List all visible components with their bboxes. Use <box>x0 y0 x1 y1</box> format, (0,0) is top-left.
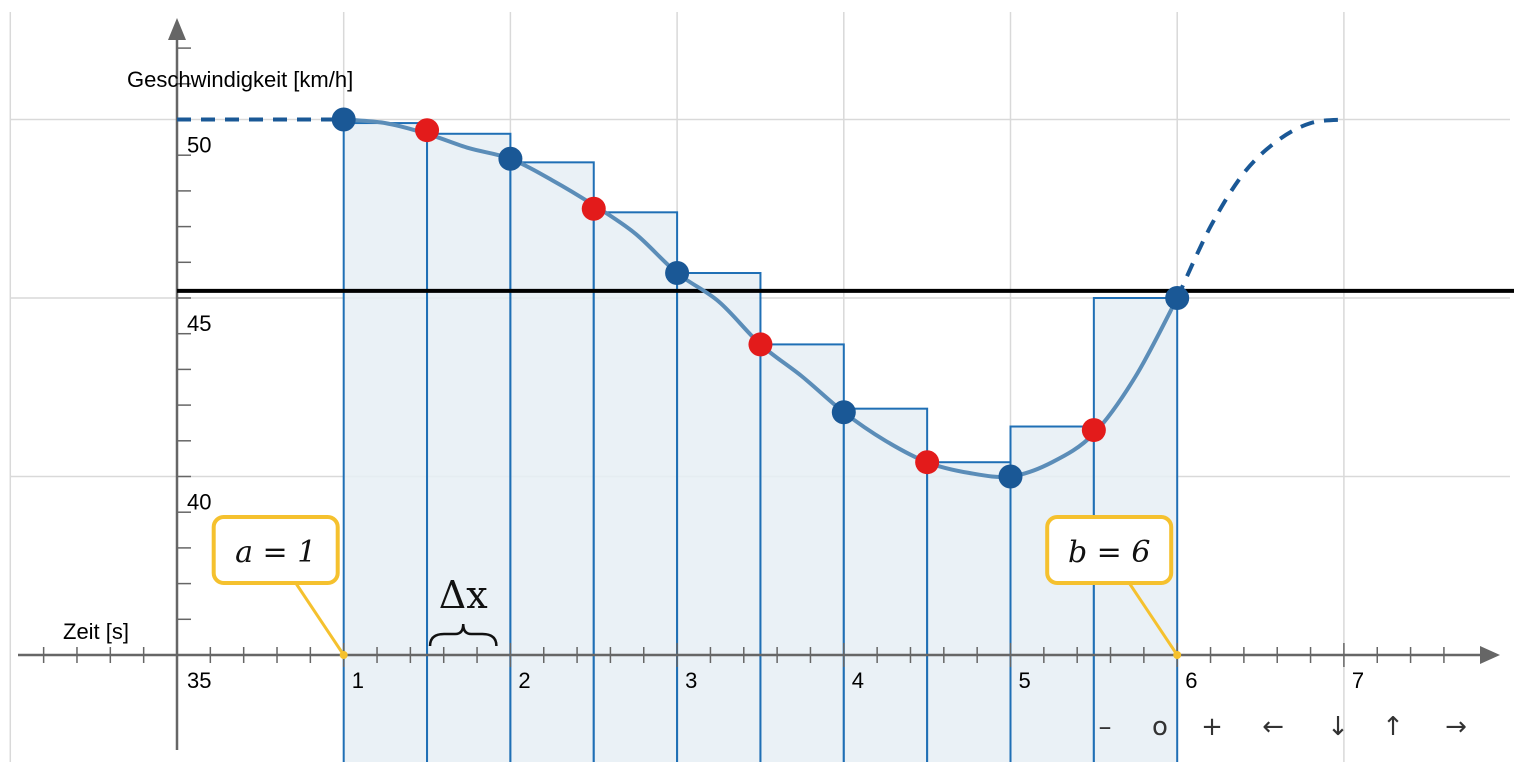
y-axis-label: Geschwindigkeit [km/h] <box>127 67 353 92</box>
nav-button-3[interactable]: ← <box>1262 712 1284 742</box>
callout-a[interactable]: a = 1 <box>211 515 348 659</box>
point-blue[interactable] <box>665 261 690 286</box>
delta-x-annotation: Δx <box>428 573 498 647</box>
riemann-rectangle <box>592 211 679 762</box>
point-red[interactable] <box>581 196 606 221</box>
riemann-rectangle <box>759 343 845 762</box>
callout-box <box>211 515 340 585</box>
riemann-rectangle <box>509 161 595 762</box>
x-tick-label: 2 <box>518 668 530 693</box>
riemann-rectangle <box>1009 425 1095 762</box>
y-tick-label: 50 <box>187 133 211 158</box>
point-blue[interactable] <box>1165 286 1190 310</box>
riemann-rectangle <box>842 407 929 762</box>
point-red[interactable] <box>1081 418 1106 443</box>
nav-button-0[interactable]: – <box>1099 712 1112 742</box>
callout-text: a = 1 <box>235 535 316 570</box>
nav-button-1[interactable]: o <box>1152 712 1168 742</box>
point-blue[interactable] <box>498 146 523 171</box>
point-red[interactable] <box>748 332 773 357</box>
x-axis-label: Zeit [s] <box>63 619 129 644</box>
y-tick-label: 45 <box>187 311 211 336</box>
callout-anchor <box>1173 651 1182 659</box>
x-tick-label: 4 <box>852 668 864 693</box>
x-tick-label: 1 <box>352 668 364 693</box>
nav-button-2[interactable]: + <box>1201 712 1223 742</box>
x-axis-arrow <box>1480 646 1500 664</box>
riemann-rectangle <box>676 272 762 762</box>
y-axis-arrow <box>168 18 186 40</box>
nav-button-4[interactable]: ↓ <box>1327 712 1349 742</box>
dashed-curve-right <box>1175 117 1345 299</box>
callout-anchor <box>339 651 348 659</box>
point-blue[interactable] <box>331 107 356 132</box>
callout-text: b = 6 <box>1068 535 1151 570</box>
callouts: a = 1 b = 6 <box>211 515 1182 659</box>
axes <box>18 18 1500 750</box>
x-tick-label: 6 <box>1185 668 1197 693</box>
callout-box <box>1045 515 1174 585</box>
x-tick-label: 3 <box>685 668 697 693</box>
y-tick-label: 40 <box>187 490 211 515</box>
callout-pointer <box>294 582 345 656</box>
x-tick-label: 5 <box>1019 668 1031 693</box>
x-tick-label: 7 <box>1352 668 1364 693</box>
callout-b[interactable]: b = 6 <box>1045 515 1182 659</box>
nav-button-5[interactable]: ↑ <box>1382 712 1404 742</box>
point-red[interactable] <box>915 450 940 475</box>
riemann-rectangle <box>926 461 1012 762</box>
delta-brace <box>428 623 498 647</box>
point-blue[interactable] <box>831 400 856 425</box>
point-red[interactable] <box>415 118 440 143</box>
point-blue[interactable] <box>998 464 1023 489</box>
callout-pointer <box>1127 582 1179 656</box>
nav-button-6[interactable]: → <box>1445 712 1467 742</box>
rectangles <box>342 122 1179 762</box>
riemann-rectangle <box>426 132 512 762</box>
points <box>331 107 1190 489</box>
delta-x-label: Δx <box>439 573 488 617</box>
y-tick-label: 35 <box>187 668 211 693</box>
navigation-buttons[interactable]: – o + ← ↓ ↑ → <box>1099 712 1467 742</box>
